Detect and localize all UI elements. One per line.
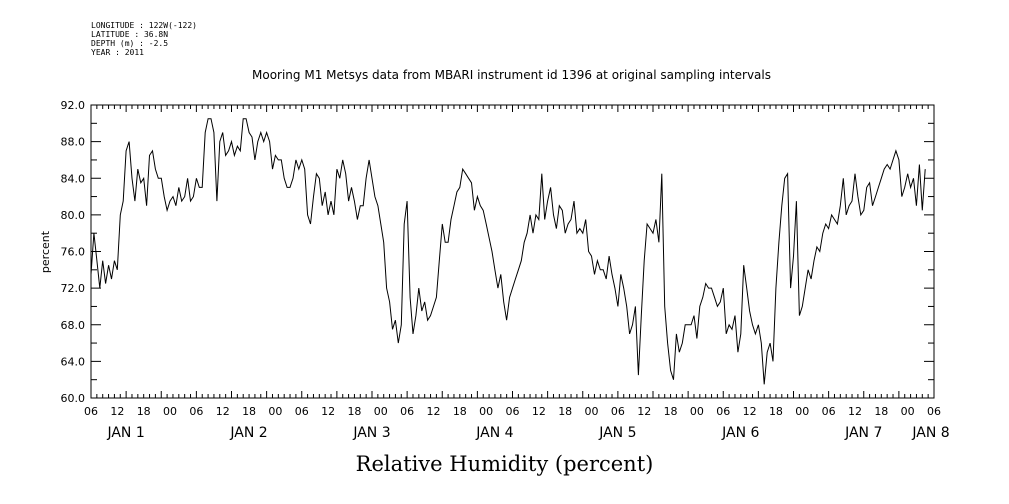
x-tick-label: 18 bbox=[453, 405, 467, 418]
day-label: JAN 3 bbox=[352, 425, 390, 441]
y-axis-label: percent bbox=[39, 230, 52, 273]
x-tick-label: 18 bbox=[558, 405, 572, 418]
axes-group: 06 12 18 00 06 12 18 00 06 12 18 00 06 12 18 00 06 12 18 00… bbox=[61, 99, 950, 441]
x-tick-label: 18 bbox=[137, 405, 151, 418]
x-tick-label: 06 bbox=[716, 405, 730, 418]
y-tick-label: 88.0 bbox=[61, 136, 86, 149]
x-tick-label: 12 bbox=[848, 405, 862, 418]
x-tick-label: 18 bbox=[242, 405, 256, 418]
humidity-series-line bbox=[90, 118, 926, 385]
x-tick-label: 18 bbox=[664, 405, 678, 418]
depth-text: DEPTH (m) : -2.5 bbox=[91, 39, 169, 48]
y-tick-label: 68.0 bbox=[61, 319, 86, 332]
x-tick-label: 00 bbox=[585, 405, 599, 418]
y-tick-label: 72.0 bbox=[61, 282, 86, 295]
day-label: JAN 6 bbox=[721, 425, 759, 441]
plot-frame bbox=[90, 104, 935, 399]
day-label: JAN 7 bbox=[844, 425, 882, 441]
day-label: JAN 8 bbox=[911, 425, 949, 441]
x-tick-label: 00 bbox=[690, 405, 704, 418]
x-tick-label: 06 bbox=[189, 405, 203, 418]
latitude-text: LATITUDE : 36.8N bbox=[91, 30, 169, 39]
x-tick-label: 06 bbox=[822, 405, 836, 418]
day-label: JAN 1 bbox=[106, 425, 144, 441]
y-tick-label: 64.0 bbox=[61, 355, 86, 368]
longitude-text: LONGITUDE : 122W(-122) bbox=[91, 21, 197, 30]
x-tick-label: 06 bbox=[295, 405, 309, 418]
y-tick-label: 92.0 bbox=[61, 99, 86, 112]
chart-title: Mooring M1 Metsys data from MBARI instru… bbox=[252, 68, 771, 82]
x-tick-label: 12 bbox=[426, 405, 440, 418]
x-tick-label: 00 bbox=[268, 405, 282, 418]
year-text: YEAR : 2011 bbox=[91, 48, 144, 57]
x-tick-label: 12 bbox=[532, 405, 546, 418]
x-tick-label: 06 bbox=[400, 405, 414, 418]
x-tick-label: 06 bbox=[927, 405, 941, 418]
x-tick-label: 00 bbox=[795, 405, 809, 418]
x-tick-label: 06 bbox=[506, 405, 520, 418]
x-tick-label: 18 bbox=[347, 405, 361, 418]
y-tick-label: 60.0 bbox=[61, 392, 86, 405]
x-tick-label: 00 bbox=[479, 405, 493, 418]
x-tick-label: 18 bbox=[769, 405, 783, 418]
x-tick-label: 00 bbox=[163, 405, 177, 418]
y-tick-label: 80.0 bbox=[61, 209, 86, 222]
y-tick-label: 84.0 bbox=[61, 172, 86, 185]
metadata-block: LONGITUDE : 122W(-122) LATITUDE : 36.8N … bbox=[91, 21, 197, 57]
x-tick-label: 06 bbox=[611, 405, 625, 418]
x-tick-label: 12 bbox=[743, 405, 757, 418]
x-tick-label: 12 bbox=[216, 405, 230, 418]
day-label: JAN 5 bbox=[598, 425, 636, 441]
x-tick-label: 00 bbox=[901, 405, 915, 418]
x-tick-label: 12 bbox=[110, 405, 124, 418]
x-tick-label: 12 bbox=[637, 405, 651, 418]
chart-subtitle: Relative Humidity (percent) bbox=[355, 452, 654, 476]
day-label: JAN 2 bbox=[229, 425, 267, 441]
x-tick-label: 18 bbox=[874, 405, 888, 418]
x-tick-label: 00 bbox=[374, 405, 388, 418]
x-tick-label: 06 bbox=[84, 405, 98, 418]
day-label: JAN 4 bbox=[475, 425, 513, 441]
y-tick-label: 76.0 bbox=[61, 246, 86, 259]
x-tick-label: 12 bbox=[321, 405, 335, 418]
